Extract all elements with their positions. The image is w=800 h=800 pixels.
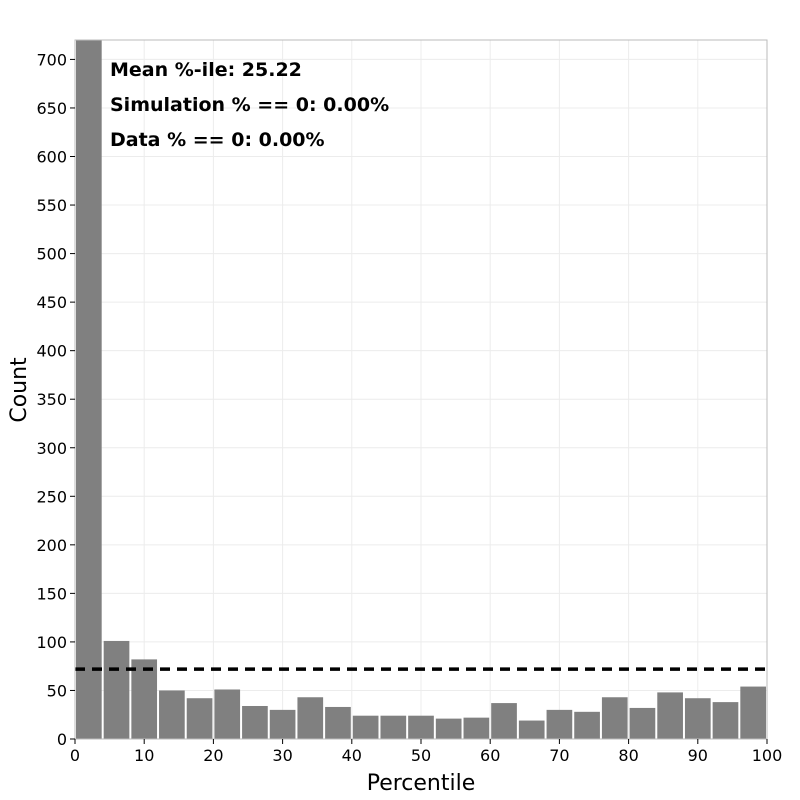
bar — [325, 706, 351, 739]
annotation-text: Mean %-ile: 25.22 — [110, 59, 302, 81]
bar — [657, 692, 683, 739]
y-tick-label: 350 — [36, 390, 67, 409]
bar — [574, 711, 600, 739]
annotations: Mean %-ile: 25.22 Simulation % == 0: 0.00… — [110, 59, 389, 151]
bar — [186, 698, 213, 739]
bars — [76, 40, 766, 739]
x-tick-label: 20 — [203, 746, 223, 765]
bar — [684, 698, 711, 739]
bar — [242, 705, 268, 739]
y-tick-label: 400 — [36, 342, 67, 361]
bar — [740, 686, 766, 739]
bar — [269, 709, 296, 739]
bar — [380, 715, 407, 739]
y-tick-label: 650 — [36, 99, 67, 118]
bar — [159, 690, 185, 739]
x-tick-label: 50 — [411, 746, 431, 765]
y-tick-label: 700 — [36, 50, 67, 69]
x-tick-label: 10 — [134, 746, 154, 765]
x-tick-label: 60 — [480, 746, 500, 765]
y-tick-label: 100 — [36, 633, 67, 652]
bar — [408, 715, 434, 739]
x-axis-label: Percentile — [367, 771, 476, 796]
y-tick-label: 250 — [36, 487, 67, 506]
bar — [214, 689, 241, 739]
x-tick-label: 70 — [549, 746, 569, 765]
x-axis-ticks: 0 10 20 30 40 50 60 70 80 90 100 — [70, 739, 782, 765]
bar — [297, 697, 324, 739]
x-tick-label: 100 — [752, 746, 783, 765]
y-tick-label: 500 — [36, 245, 67, 264]
bar — [352, 715, 379, 739]
x-tick-label: 40 — [342, 746, 362, 765]
y-tick-label: 150 — [36, 584, 67, 603]
bar — [435, 718, 462, 739]
annotation-text: Simulation % == 0: 0.00% — [110, 94, 389, 116]
y-tick-label: 450 — [36, 293, 67, 312]
y-axis-label: Count — [7, 357, 32, 423]
y-tick-label: 50 — [47, 681, 67, 700]
bar — [491, 703, 517, 739]
x-tick-label: 30 — [272, 746, 292, 765]
x-tick-label: 90 — [688, 746, 708, 765]
bar — [463, 717, 490, 739]
bar — [103, 640, 130, 739]
bar — [712, 702, 739, 739]
y-axis-ticks: 0 50 100 150 200 250 300 350 400 450 500 550 600 650 7… — [36, 50, 75, 749]
y-tick-label: 200 — [36, 536, 67, 555]
bar — [546, 709, 573, 739]
y-tick-label: 550 — [36, 196, 67, 215]
annotation-text: Data % == 0: 0.00% — [110, 129, 325, 151]
bar — [518, 720, 545, 739]
bar — [629, 707, 656, 739]
y-tick-label: 0 — [57, 730, 67, 749]
bar — [131, 659, 158, 739]
y-tick-label: 300 — [36, 439, 67, 458]
x-tick-label: 0 — [70, 746, 80, 765]
y-tick-label: 600 — [36, 148, 67, 167]
bar — [76, 40, 102, 739]
x-tick-label: 80 — [618, 746, 638, 765]
bar — [601, 697, 628, 739]
